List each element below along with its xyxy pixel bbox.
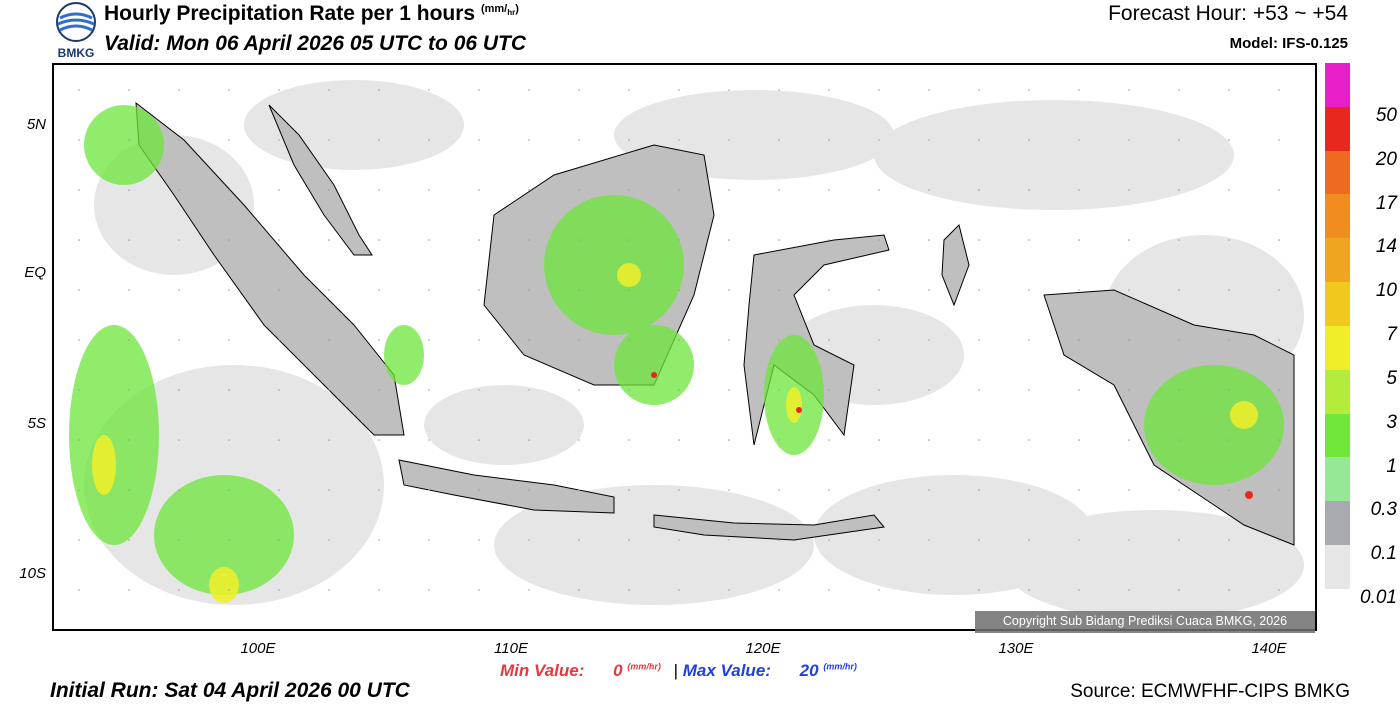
colorbar-segment	[1325, 457, 1350, 502]
colorbar-label: 0.3	[1370, 499, 1397, 521]
lon-tick-110e: 110E	[494, 640, 528, 657]
lat-tick-10s: 10S	[19, 565, 46, 582]
max-unit: (mm/hr)	[823, 661, 857, 672]
graticule	[54, 65, 1315, 629]
colorbar-label: 10	[1375, 280, 1397, 302]
source-label: Source: ECMWFHF-CIPS BMKG	[1070, 681, 1350, 702]
model-label: Model: IFS-0.125	[1229, 35, 1348, 52]
colorbar-segment	[1325, 413, 1350, 458]
colorbar-label: 0.1	[1370, 543, 1397, 565]
colorbar-segment	[1325, 325, 1350, 370]
bmkg-emblem-icon	[56, 2, 96, 42]
colorbar	[1325, 63, 1350, 589]
colorbar-segment	[1325, 501, 1350, 546]
lon-tick-120e: 120E	[745, 640, 781, 657]
colorbar-segment	[1325, 545, 1350, 589]
colorbar-label: 14	[1375, 236, 1397, 258]
min-value: 0	[613, 661, 623, 680]
lon-tick-130e: 130E	[998, 640, 1034, 657]
colorbar-label: 20	[1375, 148, 1397, 170]
lon-tick-140e: 140E	[1251, 640, 1287, 657]
copyright-label: Copyright Sub Bidang Prediksi Cuaca BMKG…	[975, 611, 1315, 633]
colorbar-label: 5	[1386, 367, 1397, 389]
colorbar-segment	[1325, 63, 1350, 107]
colorbar-segment	[1325, 194, 1350, 239]
colorbar-segment	[1325, 238, 1350, 283]
min-label: Min Value:	[500, 661, 585, 680]
colorbar-label: 17	[1375, 192, 1397, 214]
colorbar-label: 1	[1386, 455, 1397, 477]
bmkg-logo: BMKG	[52, 2, 100, 60]
valid-time: Valid: Mon 06 April 2026 05 UTC to 06 UT…	[104, 32, 527, 55]
logo-text: BMKG	[57, 46, 95, 60]
title-unit: (mm/hr)	[480, 3, 519, 18]
lat-tick-5s: 5S	[27, 415, 46, 432]
separator: |	[673, 661, 679, 680]
colorbar-segment	[1325, 106, 1350, 151]
colorbar-label: 3	[1386, 411, 1397, 433]
min-unit: (mm/hr)	[627, 661, 661, 672]
map-area	[52, 63, 1317, 631]
lat-tick-5n: 5N	[26, 116, 46, 133]
max-value: 20	[799, 661, 819, 680]
colorbar-label: 7	[1386, 324, 1397, 345]
colorbar-segment	[1325, 369, 1350, 414]
map-title: Hourly Precipitation Rate per 1 hours (m…	[104, 2, 519, 26]
max-label: Max Value:	[682, 661, 771, 680]
title-text: Hourly Precipitation Rate per 1 hours	[104, 2, 476, 25]
precipitation-map	[54, 65, 1315, 629]
lon-tick-100e: 100E	[240, 640, 276, 657]
colorbar-segment	[1325, 150, 1350, 195]
colorbar-label: 0.01	[1360, 587, 1397, 608]
forecast-hour: Forecast Hour: +53 ~ +54	[1108, 2, 1348, 25]
colorbar-segment	[1325, 282, 1350, 326]
min-max-values: Min Value: 0 (mm/hr) | Max Value: 20 (mm…	[500, 661, 857, 681]
lat-tick-eq: EQ	[24, 264, 46, 281]
colorbar-label: 50	[1375, 104, 1397, 126]
initial-run: Initial Run: Sat 04 April 2026 00 UTC	[50, 679, 410, 702]
